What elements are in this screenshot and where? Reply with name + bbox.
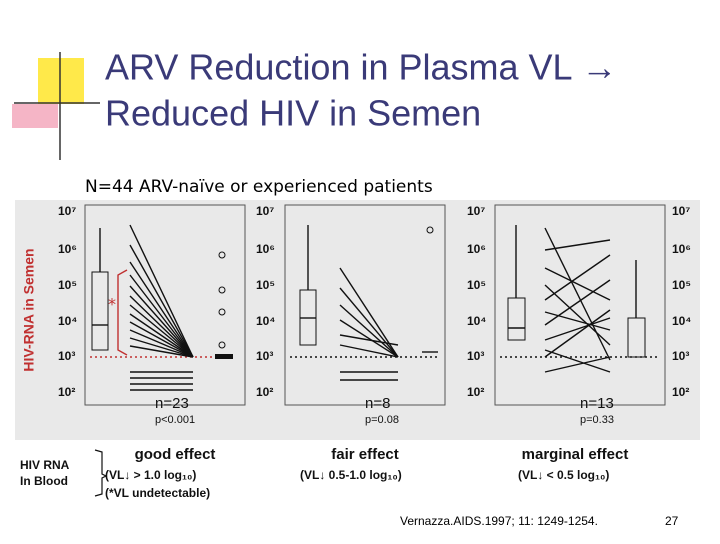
- criterion: (VL↓ > 1.0 log₁₀): [105, 468, 196, 482]
- y-tick-label: 10⁵: [467, 278, 486, 292]
- effect-label: good effect: [135, 446, 216, 463]
- y-tick-label: 10³: [672, 349, 689, 363]
- sample-size: n=8: [365, 395, 390, 412]
- sample-size: n=13: [580, 395, 614, 412]
- p-value: p=0.33: [580, 414, 614, 426]
- effect-label: fair effect: [331, 446, 399, 463]
- blood-label: In Blood: [20, 474, 68, 488]
- p-value: p=0.08: [365, 414, 399, 426]
- page-number: 27: [665, 514, 679, 528]
- decoration: [12, 52, 100, 160]
- y-axis-label: HIV-RNA in Semen: [21, 248, 37, 371]
- p-value: p<0.001: [155, 414, 195, 426]
- plot-lines: [84, 204, 666, 406]
- subtitle: N=44 ARV-naïve or experienced patients: [85, 177, 433, 197]
- blood-label: HIV RNA: [20, 458, 70, 472]
- y-tick-label: 10⁶: [256, 242, 275, 256]
- y-tick-label: 10⁶: [672, 242, 691, 256]
- y-tick-label: 10²: [672, 385, 689, 399]
- y-tick-label: 10⁷: [256, 204, 274, 218]
- bracket: [94, 449, 108, 497]
- criterion: (VL↓ 0.5-1.0 log₁₀): [300, 468, 402, 482]
- y-tick-label: 10⁷: [58, 204, 76, 218]
- y-tick-label: 10⁷: [672, 204, 690, 218]
- title: Reduced HIV in Semen: [105, 93, 481, 134]
- y-tick-label: 10⁴: [58, 314, 77, 328]
- y-tick-label: 10²: [256, 385, 273, 399]
- citation: Vernazza.AIDS.1997; 11: 1249-1254.: [400, 514, 598, 528]
- y-tick-label: 10⁴: [467, 314, 486, 328]
- star: *: [108, 295, 116, 314]
- y-tick-label: 10⁵: [672, 278, 691, 292]
- y-tick-label: 10⁴: [672, 314, 691, 328]
- y-tick-label: 10⁶: [467, 242, 486, 256]
- criterion: (VL↓ < 0.5 log₁₀): [518, 468, 609, 482]
- note: (*VL undetectable): [105, 486, 210, 500]
- y-tick-label: 10⁵: [256, 278, 275, 292]
- y-tick-label: 10²: [467, 385, 484, 399]
- title: ARV Reduction in Plasma VL →: [105, 47, 617, 88]
- sample-size: n=23: [155, 395, 189, 412]
- y-tick-label: 10⁷: [467, 204, 485, 218]
- y-tick-label: 10²: [58, 385, 75, 399]
- effect-label: marginal effect: [522, 446, 629, 463]
- y-tick-label: 10³: [256, 349, 273, 363]
- y-tick-label: 10⁶: [58, 242, 77, 256]
- y-tick-label: 10⁴: [256, 314, 275, 328]
- y-tick-label: 10⁵: [58, 278, 77, 292]
- y-tick-label: 10³: [58, 349, 75, 363]
- y-tick-label: 10³: [467, 349, 484, 363]
